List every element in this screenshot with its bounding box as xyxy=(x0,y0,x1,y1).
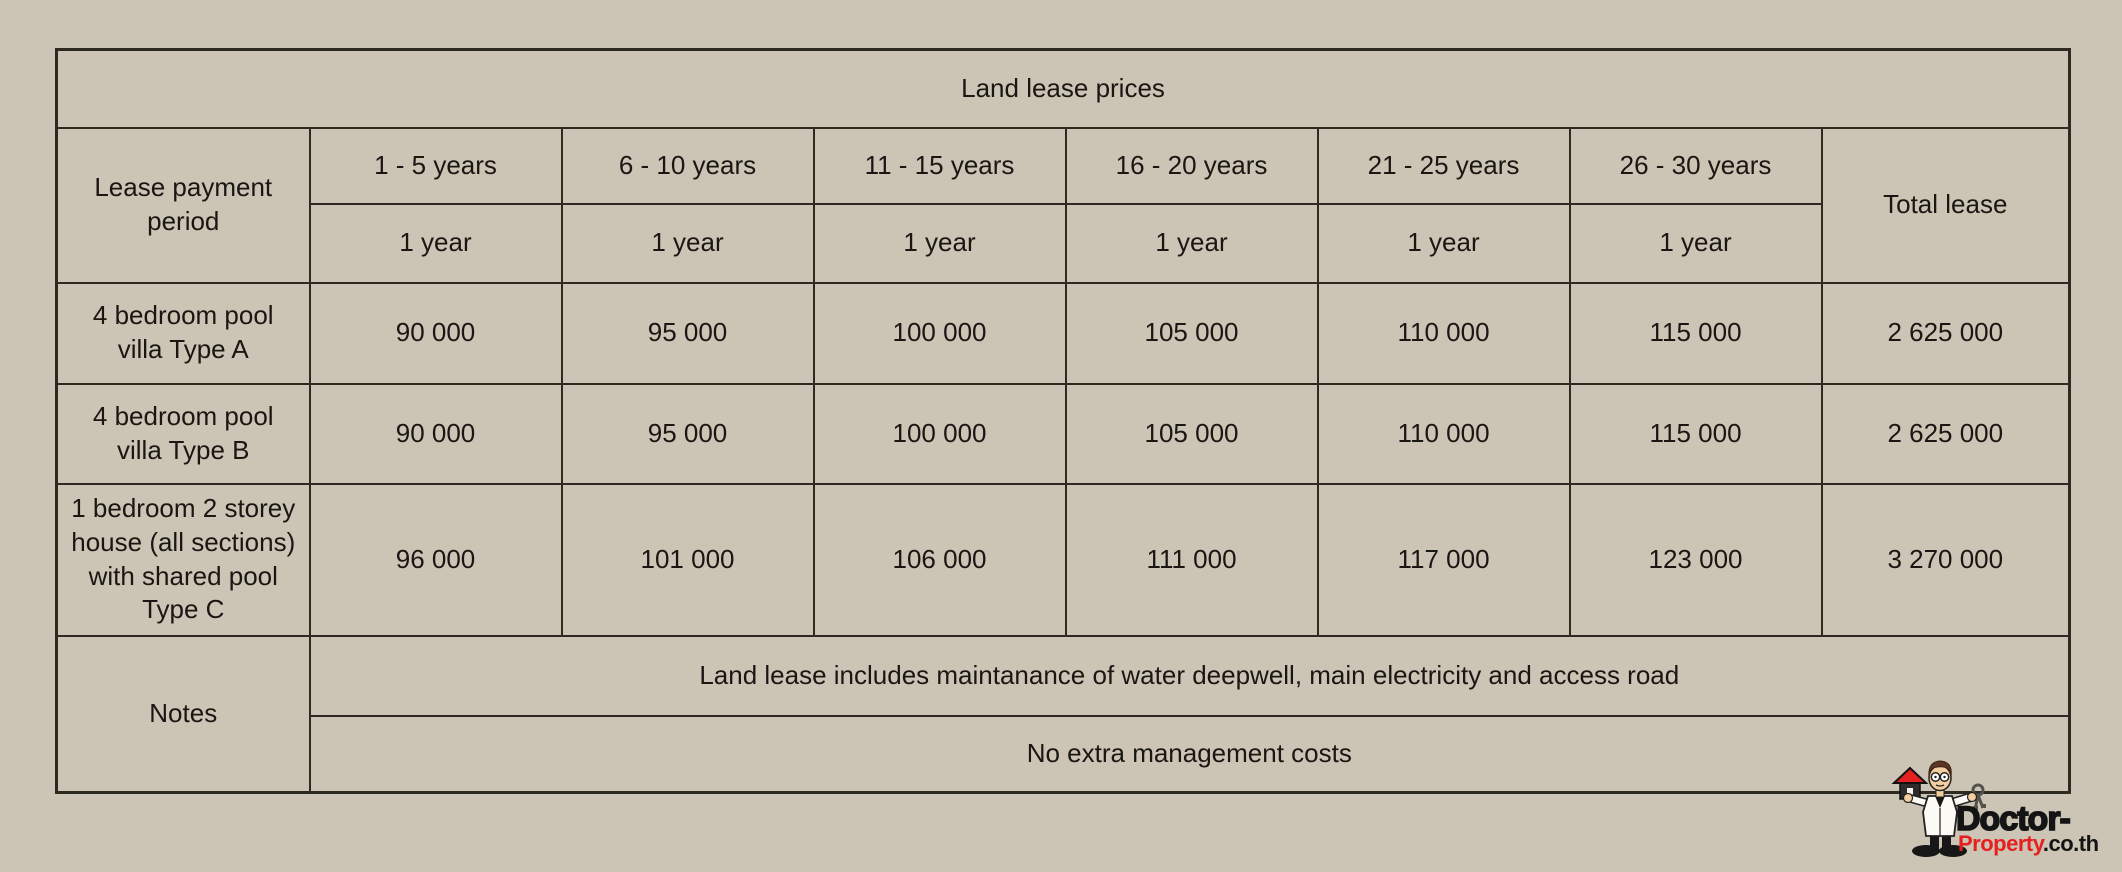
row-label: 4 bedroom pool villa Type A xyxy=(55,281,311,385)
value-cell: 105 000 xyxy=(1064,382,1319,485)
row-label: 1 bedroom 2 storey house (all sections) … xyxy=(55,482,311,637)
note-text-2: No extra management costs xyxy=(308,714,2071,794)
value-cell: 110 000 xyxy=(1316,382,1571,485)
table-row-house-type-c: 1 bedroom 2 storey house (all sections) … xyxy=(55,482,2071,637)
sub-header-1-year: 1 year xyxy=(308,202,563,284)
sub-header-1-year: 1 year xyxy=(812,202,1067,284)
value-cell: 115 000 xyxy=(1568,382,1823,485)
value-cell: 90 000 xyxy=(308,382,563,485)
svg-text:Property.co.th: Property.co.th xyxy=(1958,831,2099,856)
sub-header-1-year: 1 year xyxy=(1568,202,1823,284)
value-cell: 106 000 xyxy=(812,482,1067,637)
period-header-21-25: 21 - 25 years xyxy=(1316,126,1571,205)
brand-line2-black: .co.th xyxy=(2043,831,2099,856)
land-lease-price-table: Land lease prices Lease payment period 1… xyxy=(55,48,2072,794)
row-label: 4 bedroom pool villa Type B xyxy=(55,382,311,485)
value-cell: 100 000 xyxy=(812,382,1067,485)
value-cell: 110 000 xyxy=(1316,281,1571,385)
brand-wordmark: Doctor- Property.co.th xyxy=(1955,799,2099,856)
value-cell: 105 000 xyxy=(1064,281,1319,385)
notes-row-1: Notes Land lease includes maintanance of… xyxy=(55,634,2071,794)
value-cell: 96 000 xyxy=(308,482,563,637)
value-cell: 101 000 xyxy=(560,482,815,637)
doctor-character xyxy=(1902,760,1978,857)
notes-label: Notes xyxy=(55,634,311,794)
brand-line1: Doctor- xyxy=(1956,800,2070,838)
value-cell: 90 000 xyxy=(308,281,563,385)
table-title: Land lease prices xyxy=(55,48,2071,129)
brand-line2-red: Property xyxy=(1958,831,2046,856)
total-cell: 3 270 000 xyxy=(1820,482,2071,637)
period-header-6-10: 6 - 10 years xyxy=(560,126,815,205)
table-row-villa-type-b: 4 bedroom pool villa Type B 90 000 95 00… xyxy=(55,382,2071,485)
sub-header-1-year: 1 year xyxy=(1316,202,1571,284)
notes-row-2: No extra management costs xyxy=(57,714,2071,794)
sub-header-1-year: 1 year xyxy=(560,202,815,284)
value-cell: 117 000 xyxy=(1316,482,1571,637)
note-text-1: Land lease includes maintanance of water… xyxy=(308,634,2071,717)
period-header-1-5: 1 - 5 years xyxy=(308,126,563,205)
total-cell: 2 625 000 xyxy=(1820,281,2071,385)
value-cell: 111 000 xyxy=(1064,482,1319,637)
doctor-mascot-graphic: Doctor- Property.co.th xyxy=(1891,760,2099,857)
value-cell: 95 000 xyxy=(560,281,815,385)
period-header-11-15: 11 - 15 years xyxy=(812,126,1067,205)
total-lease-header: Total lease xyxy=(1820,126,2071,284)
value-cell: 123 000 xyxy=(1568,482,1823,637)
value-cell: 115 000 xyxy=(1568,281,1823,385)
keys-icon xyxy=(1971,783,1986,811)
value-cell: 100 000 xyxy=(812,281,1067,385)
corner-header-lease-payment-period: Lease payment period xyxy=(55,126,311,284)
table-row-villa-type-a: 4 bedroom pool villa Type A 90 000 95 00… xyxy=(55,281,2071,385)
period-header-26-30: 26 - 30 years xyxy=(1568,126,1823,205)
sub-header-1-year: 1 year xyxy=(1064,202,1319,284)
doctor-property-logo: Doctor- Property.co.th xyxy=(1886,756,2112,860)
total-cell: 2 625 000 xyxy=(1820,382,2071,485)
period-header-16-20: 16 - 20 years xyxy=(1064,126,1319,205)
value-cell: 95 000 xyxy=(560,382,815,485)
